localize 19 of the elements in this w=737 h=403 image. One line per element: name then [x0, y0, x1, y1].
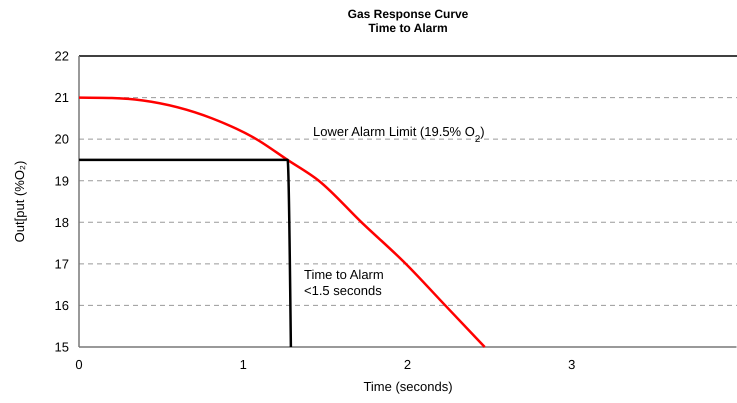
y-tick-label: 19 — [54, 173, 69, 188]
line-series — [78, 96, 486, 348]
y-tick-label: 20 — [54, 132, 69, 147]
y-tick-label: 21 — [54, 90, 69, 106]
annotation: Lower Alarm Limit (19.5% O$_{2}$) — [313, 124, 485, 144]
y-tick-label: 15 — [54, 340, 69, 355]
x-tick-label: 1 — [240, 357, 247, 372]
x-axis-title: Time (seconds) — [363, 379, 453, 394]
x-tick-label: 2 — [404, 357, 412, 372]
annotation: Time to Alarm <1.5 seconds — [304, 267, 384, 298]
chart-title: Gas Response Curve — [348, 7, 469, 21]
x-tick-label: 3 — [568, 357, 576, 372]
y-tick-label: 16 — [54, 298, 69, 313]
chart-subtitle: Time to Alarm — [368, 21, 448, 35]
y-tick-label: 22 — [54, 48, 69, 64]
y-tick-label: 17 — [54, 256, 69, 272]
y-axis-title: Out[put (%O₂) — [12, 160, 27, 242]
y-tick-label: 18 — [54, 214, 69, 230]
x-tick-label: 0 — [75, 357, 83, 372]
